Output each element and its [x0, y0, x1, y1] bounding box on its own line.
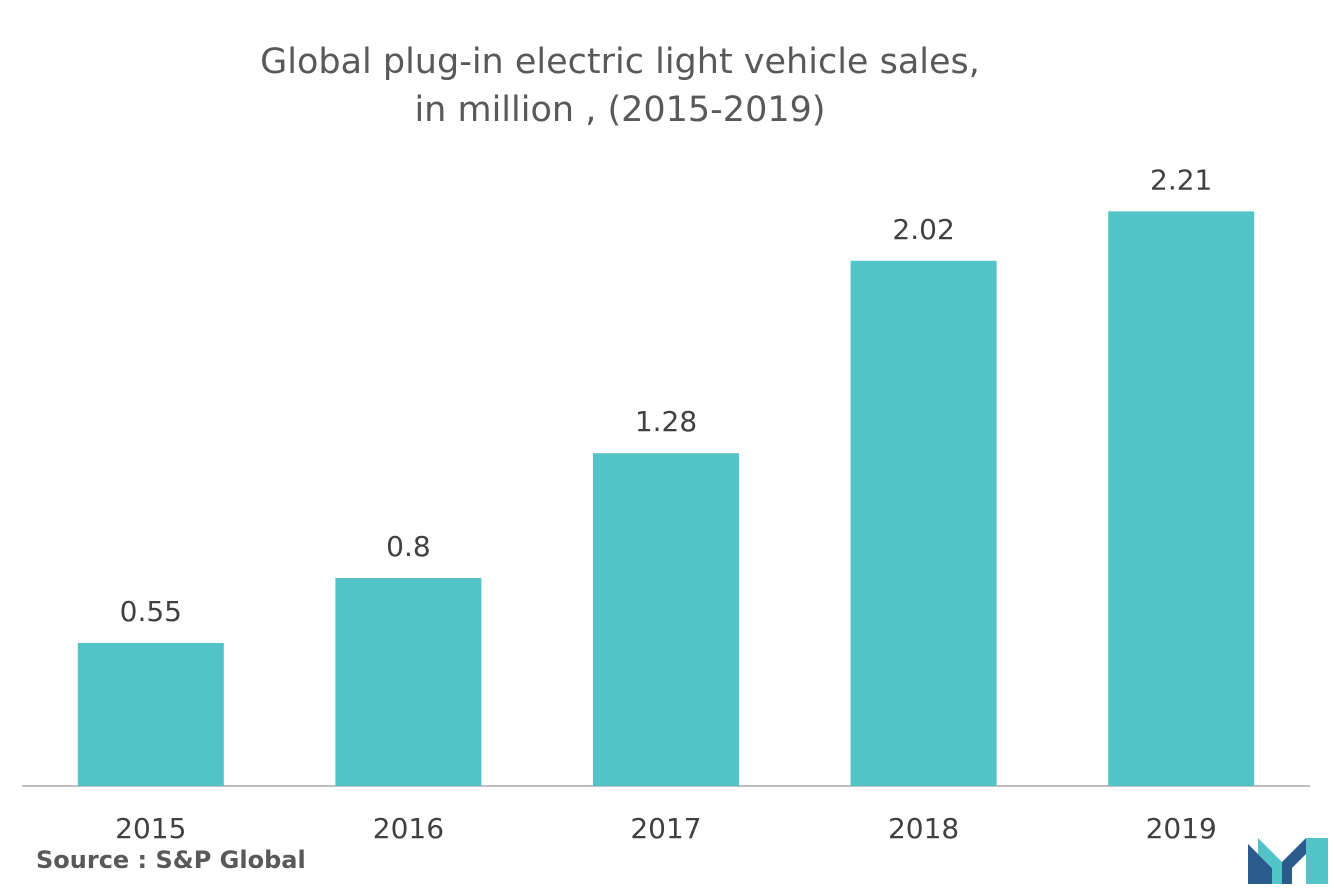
- x-tick-label-2019: 2019: [1146, 812, 1217, 845]
- bar-2017: [593, 453, 739, 786]
- data-label-2016: 0.8: [386, 530, 431, 563]
- bar-2019: [1108, 211, 1255, 786]
- x-tick-label-2015: 2015: [115, 812, 186, 845]
- data-label-2015: 0.55: [120, 595, 182, 628]
- data-label-2017: 1.28: [635, 405, 697, 438]
- bar-2018: [850, 260, 997, 786]
- x-tick-label-2018: 2018: [888, 812, 959, 845]
- source-note: Source : S&P Global: [36, 846, 306, 874]
- bar-2016: [335, 578, 482, 786]
- x-tick-label-2017: 2017: [630, 812, 701, 845]
- chart-title-line1: Global plug-in electric light vehicle sa…: [260, 42, 980, 82]
- data-label-2019: 2.21: [1150, 163, 1212, 196]
- x-tick-label-2016: 2016: [373, 812, 444, 845]
- bar-2015: [77, 643, 224, 786]
- data-label-2018: 2.02: [892, 213, 954, 246]
- chart-title-line2: in million , (2015-2019): [414, 90, 826, 130]
- mordor-intelligence-logo-icon: [1248, 838, 1328, 884]
